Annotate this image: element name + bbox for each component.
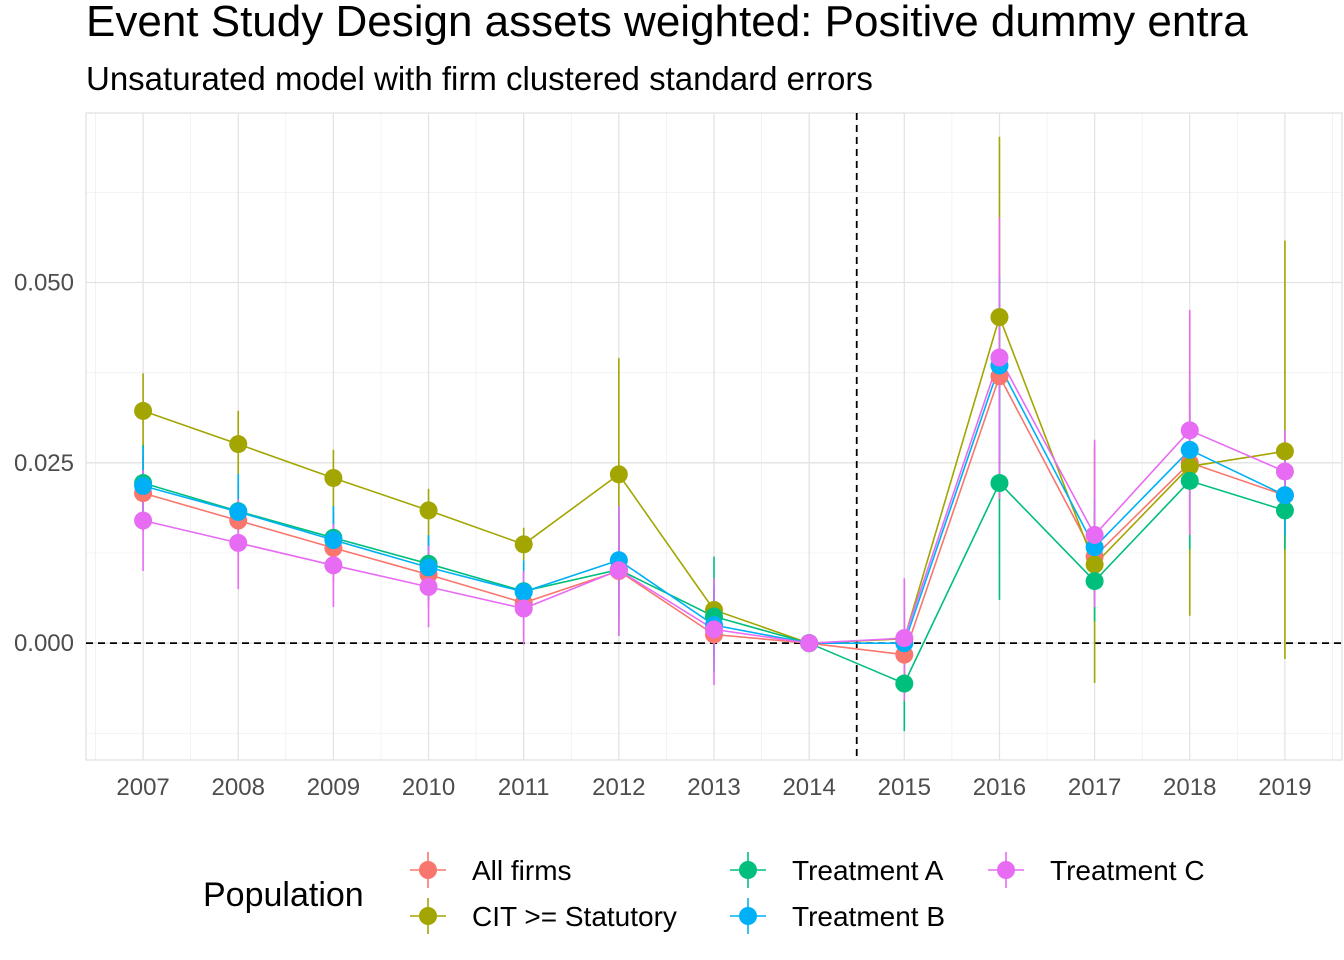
- y-tick-label-0.025: 0.025: [14, 450, 74, 477]
- legend-label-treatment-c: Treatment C: [1050, 855, 1205, 886]
- point-cit-statutory-2010: [419, 501, 438, 520]
- point-treatment-b-2018: [1180, 440, 1199, 459]
- legend-label-treatment-b: Treatment B: [792, 901, 945, 932]
- x-axis: 2007 2008 2009 2010 2011 2012 2013 2014 2015 2016…: [116, 774, 1311, 801]
- x-tick-label-2017: 2017: [1068, 774, 1121, 801]
- point-treatment-c-2008: [229, 533, 248, 552]
- point-treatment-a-2016: [990, 474, 1009, 493]
- point-cit-statutory-2011: [514, 535, 533, 554]
- point-cit-statutory-2018: [1180, 457, 1199, 476]
- legend-key-cit-statutory: [410, 898, 446, 934]
- x-tick-label-2018: 2018: [1163, 774, 1216, 801]
- x-tick-label-2010: 2010: [402, 774, 455, 801]
- legend-title: Population: [203, 876, 364, 914]
- point-treatment-a-2019: [1275, 501, 1294, 520]
- x-tick-label-2013: 2013: [687, 774, 740, 801]
- point-treatment-a-2017: [1085, 572, 1104, 591]
- point-treatment-b-2009: [324, 531, 343, 550]
- point-treatment-c-2019: [1275, 462, 1294, 481]
- point-cit-statutory-2017: [1085, 555, 1104, 574]
- point-treatment-a-2018: [1180, 471, 1199, 490]
- point-cit-statutory-2012: [609, 465, 628, 484]
- point-treatment-c-2018: [1180, 421, 1199, 440]
- x-tick-label-2009: 2009: [307, 774, 360, 801]
- x-tick-label-2019: 2019: [1258, 774, 1311, 801]
- legend-label-all-firms: All firms: [472, 855, 572, 886]
- chart-subtitle: Unsaturated model with firm clustered st…: [86, 60, 873, 97]
- chart-title: Event Study Design assets weighted: Posi…: [86, 0, 1248, 46]
- y-axis: 0.000 0.025 0.050: [14, 270, 74, 658]
- point-cit-statutory-2007: [134, 401, 153, 420]
- legend-label-cit-statutory: CIT >= Statutory: [472, 901, 677, 932]
- legend-key-point: [419, 861, 437, 879]
- point-cit-statutory-2016: [990, 308, 1009, 327]
- legend-key-all-firms: [410, 852, 446, 888]
- legend-label-treatment-a: Treatment A: [792, 855, 944, 886]
- point-treatment-c-2014: [800, 634, 819, 653]
- legend-key-point: [419, 907, 437, 925]
- legend: Population All firms CIT >= Statutory Trea…: [203, 852, 1205, 934]
- x-tick-label-2012: 2012: [592, 774, 645, 801]
- point-treatment-b-2007: [134, 476, 153, 495]
- point-treatment-c-2007: [134, 511, 153, 530]
- x-tick-label-2016: 2016: [973, 774, 1026, 801]
- legend-key-treatment-b: [730, 898, 766, 934]
- point-treatment-c-2011: [514, 599, 533, 618]
- point-treatment-c-2015: [895, 629, 914, 648]
- point-treatment-b-2019: [1275, 486, 1294, 505]
- point-treatment-c-2012: [609, 561, 628, 580]
- x-tick-label-2015: 2015: [878, 774, 931, 801]
- data-points: [134, 308, 1294, 693]
- legend-key-point: [739, 861, 757, 879]
- y-tick-label-0.050: 0.050: [14, 270, 74, 297]
- point-cit-statutory-2008: [229, 435, 248, 454]
- legend-key-treatment-c: [988, 852, 1024, 888]
- point-cit-statutory-2019: [1275, 442, 1294, 461]
- point-treatment-a-2015: [895, 674, 914, 693]
- point-treatment-c-2016: [990, 348, 1009, 367]
- legend-key-point: [997, 861, 1015, 879]
- x-tick-label-2008: 2008: [212, 774, 265, 801]
- x-tick-label-2011: 2011: [498, 774, 550, 801]
- point-treatment-b-2011: [514, 582, 533, 601]
- point-cit-statutory-2009: [324, 468, 343, 487]
- point-treatment-c-2013: [705, 620, 723, 639]
- legend-key-treatment-a: [730, 852, 766, 888]
- legend-key-point: [739, 907, 757, 925]
- point-treatment-b-2008: [229, 502, 248, 521]
- point-treatment-c-2010: [419, 577, 438, 596]
- y-tick-label-0.000: 0.000: [14, 630, 74, 657]
- point-treatment-c-2009: [324, 556, 343, 575]
- point-treatment-b-2010: [419, 558, 438, 577]
- point-treatment-c-2017: [1085, 525, 1104, 544]
- x-tick-label-2007: 2007: [116, 774, 169, 801]
- x-tick-label-2014: 2014: [782, 774, 835, 801]
